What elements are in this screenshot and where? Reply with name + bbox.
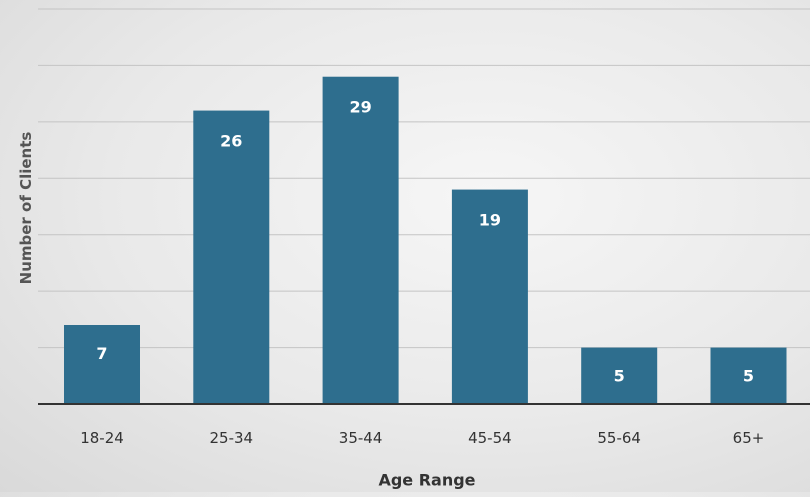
data-label: 5 bbox=[743, 367, 754, 386]
data-label: 5 bbox=[614, 367, 625, 386]
data-labels: 7 26 29 19 5 5 bbox=[96, 98, 754, 386]
bar bbox=[193, 110, 270, 405]
x-tick-label: 45-54 bbox=[468, 429, 512, 447]
bar bbox=[710, 347, 787, 404]
bar bbox=[64, 325, 140, 404]
bar bbox=[322, 76, 399, 404]
data-label: 7 bbox=[96, 344, 107, 363]
y-axis-title: Number of Clients bbox=[17, 131, 35, 285]
data-label: 19 bbox=[479, 211, 501, 230]
gridlines bbox=[38, 8, 810, 349]
x-tick-label: 65+ bbox=[733, 429, 765, 447]
bar bbox=[451, 189, 528, 404]
x-axis-title: Age Range bbox=[378, 470, 476, 490]
x-tick-labels: 18-24 25-34 35-44 45-54 55-64 65+ bbox=[80, 429, 764, 447]
data-label: 26 bbox=[220, 132, 242, 151]
x-tick-label: 18-24 bbox=[80, 429, 124, 447]
x-tick-label: 35-44 bbox=[339, 429, 383, 447]
x-tick-label: 55-64 bbox=[597, 429, 641, 447]
x-tick-label: 25-34 bbox=[210, 429, 254, 447]
bar bbox=[581, 347, 658, 404]
data-label: 29 bbox=[349, 98, 371, 117]
bars bbox=[64, 76, 787, 405]
